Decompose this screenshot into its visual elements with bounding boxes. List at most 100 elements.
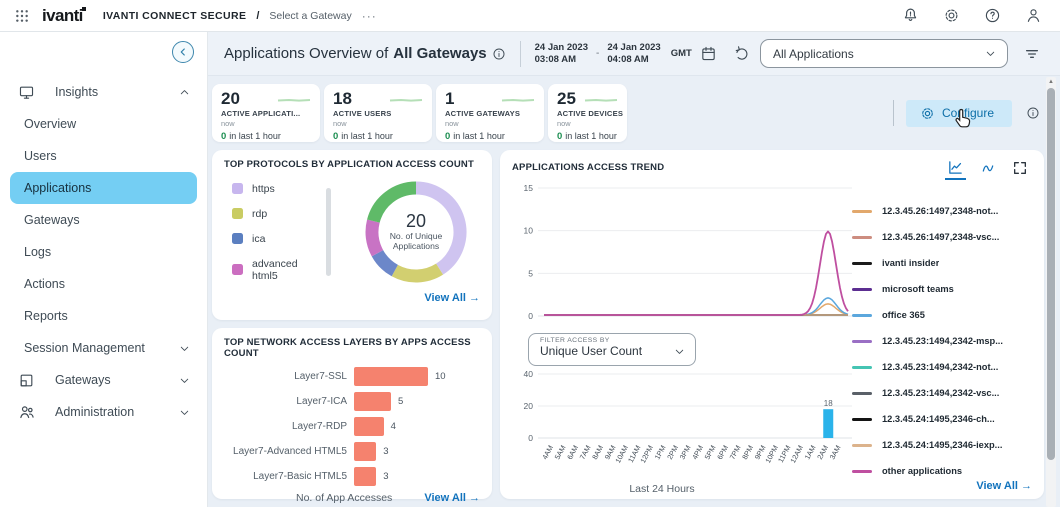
date-end: 24 Jan 2023 04:08 AM <box>607 41 661 65</box>
legend-label: 12.3.45.23:1494,2342-msp... <box>882 336 1003 346</box>
sidebar-item-overview[interactable]: Overview <box>0 108 207 140</box>
sidebar-item-session-management[interactable]: Session Management <box>0 332 207 364</box>
stat-card-active-users: 18 ACTIVE USERS now 0 in last 1 hour <box>324 84 432 142</box>
application-filter-dropdown[interactable]: All Applications <box>760 39 1008 68</box>
bar <box>354 467 377 486</box>
sidebar-item-actions[interactable]: Actions <box>0 268 207 300</box>
legend-label: 12.3.45.26:1497,2348-not... <box>882 206 999 216</box>
user-account-icon[interactable] <box>1025 7 1042 24</box>
svg-text:18: 18 <box>824 399 833 408</box>
sidebar-item-applications[interactable]: Applications <box>10 172 197 204</box>
bar-label: Layer7-Basic HTML5 <box>253 471 347 482</box>
sidebar-item-label: Logs <box>24 245 52 259</box>
scroll-up-arrow[interactable]: ▲ <box>1048 79 1054 85</box>
panel-access-trend: APPLICATIONS ACCESS TREND 15 10 5 0 FILTER … <box>500 150 1044 499</box>
bar-label: Layer7-RDP <box>291 421 347 432</box>
chevron-down-icon <box>178 342 191 355</box>
legend-label: https <box>252 182 275 195</box>
sidebar: Insights Overview Users Applications Gateway… <box>0 32 208 507</box>
line-chart-icon[interactable] <box>945 159 966 180</box>
stat-card-active-gateways: 1 ACTIVE GATEWAYS now 0 in last 1 hour <box>436 84 544 142</box>
legend-label: 12.3.45.23:1494,2342-not... <box>882 362 999 372</box>
sidebar-item-gateways[interactable]: Gateways <box>0 204 207 236</box>
stat-label: ACTIVE USERS <box>333 109 392 118</box>
sidebar-item-insights[interactable]: Insights <box>0 76 207 108</box>
svg-text:3PM: 3PM <box>678 444 693 461</box>
view-all-link[interactable]: View All → <box>424 492 480 504</box>
info-icon[interactable] <box>492 47 506 61</box>
help-icon[interactable] <box>984 7 1001 24</box>
svg-text:7PM: 7PM <box>728 444 743 461</box>
legend-scrollbar[interactable] <box>326 188 331 276</box>
svg-text:5PM: 5PM <box>703 444 718 461</box>
legend-swatch <box>852 339 872 343</box>
svg-text:12PM: 12PM <box>638 444 655 465</box>
configure-label: Configure <box>941 106 994 120</box>
date-range-picker[interactable]: 24 Jan 2023 03:08 AM - 24 Jan 2023 04:08… <box>535 42 717 66</box>
divider <box>519 40 521 67</box>
legend-swatch <box>232 264 243 275</box>
legend-label: 12.3.45.24:1495,2346-ch... <box>882 414 995 424</box>
legend-item-12-3-45-24-1495-2346-ch: 12.3.45.24:1495,2346-ch... <box>852 406 1032 432</box>
svg-text:6AM: 6AM <box>565 444 580 461</box>
legend-label: microsoft teams <box>882 284 954 294</box>
curve-chart-icon[interactable] <box>980 160 996 176</box>
bar-label: Layer7-ICA <box>296 396 347 407</box>
sidebar-item-users[interactable]: Users <box>0 140 207 172</box>
svg-text:8AM: 8AM <box>590 444 605 461</box>
legend-swatch <box>852 313 872 317</box>
legend-item-12-3-45-23-1494-2342-not: 12.3.45.23:1494,2342-not... <box>852 354 1032 380</box>
notifications-bell-icon[interactable] <box>902 7 919 24</box>
legend-item-12-3-45-23-1494-2342-msp: 12.3.45.23:1494,2342-msp... <box>852 328 1032 354</box>
scrollbar-thumb[interactable] <box>1047 88 1055 460</box>
donut-center: 20 No. of Unique Applications <box>360 176 472 288</box>
configure-button[interactable]: Configure <box>905 99 1012 127</box>
bar <box>354 442 377 461</box>
calendar-icon[interactable] <box>700 45 717 62</box>
legend-swatch <box>852 209 872 213</box>
svg-text:0: 0 <box>528 311 533 321</box>
sparkline-icon <box>584 95 618 105</box>
bar-label: Layer7-Advanced HTML5 <box>233 446 347 457</box>
sidebar-item-reports[interactable]: Reports <box>0 300 207 332</box>
filter-access-by-dropdown[interactable]: FILTER ACCESS BY Unique User Count <box>528 333 696 366</box>
info-icon[interactable] <box>1026 106 1040 120</box>
view-all-link[interactable]: View All → <box>424 292 480 304</box>
legend-label: office 365 <box>882 310 925 320</box>
stat-value: 25 <box>557 89 576 108</box>
more-menu[interactable]: ··· <box>361 8 377 23</box>
bar-row-layer7-basic-html5: Layer7-Basic HTML5 3 <box>224 467 480 486</box>
svg-text:1AM: 1AM <box>803 444 818 461</box>
sidebar-collapse-button[interactable] <box>172 41 194 63</box>
vertical-scrollbar[interactable]: ▲ <box>1046 77 1056 507</box>
bar-value: 4 <box>390 421 396 432</box>
view-all-link[interactable]: View All → <box>976 480 1032 492</box>
expand-icon[interactable] <box>1012 160 1028 176</box>
divider <box>892 100 894 126</box>
sidebar-item-administration[interactable]: Administration <box>0 396 207 428</box>
trend-legend: 12.3.45.26:1497,2348-not... 12.3.45.26:14… <box>852 176 1032 492</box>
sidebar-item-gateways[interactable]: Gateways <box>0 364 207 396</box>
gateway-selector[interactable]: Select a Gateway <box>269 9 352 22</box>
sidebar-item-logs[interactable]: Logs <box>0 236 207 268</box>
trend-charts: 15 10 5 0 FILTER ACCESS BY Unique User Coun… <box>512 176 852 495</box>
sidebar-item-label: Insights <box>55 85 99 99</box>
legend-swatch <box>232 208 243 219</box>
app-launcher-icon[interactable] <box>14 8 30 24</box>
svg-text:0: 0 <box>528 433 533 443</box>
sidebar-item-label: Administration <box>55 405 135 419</box>
svg-text:7AM: 7AM <box>578 444 593 461</box>
donut-chart: 20 No. of Unique Applications <box>360 176 472 288</box>
legend-item-https: https <box>232 183 326 195</box>
donut-legend: https rdp ica advanced html5 <box>224 183 326 282</box>
chevron-up-icon <box>178 86 191 99</box>
svg-text:4AM: 4AM <box>540 444 555 461</box>
access-trend-line-chart: 15 10 5 0 <box>524 183 852 321</box>
legend-item-12-3-45-23-1494-2342-vsc: 12.3.45.23:1494,2342-vsc... <box>852 380 1032 406</box>
filter-icon[interactable] <box>1024 46 1040 62</box>
svg-text:5: 5 <box>528 268 533 278</box>
settings-gear-icon[interactable] <box>943 7 960 24</box>
legend-label: rdp <box>252 207 268 220</box>
refresh-icon[interactable] <box>733 45 750 62</box>
